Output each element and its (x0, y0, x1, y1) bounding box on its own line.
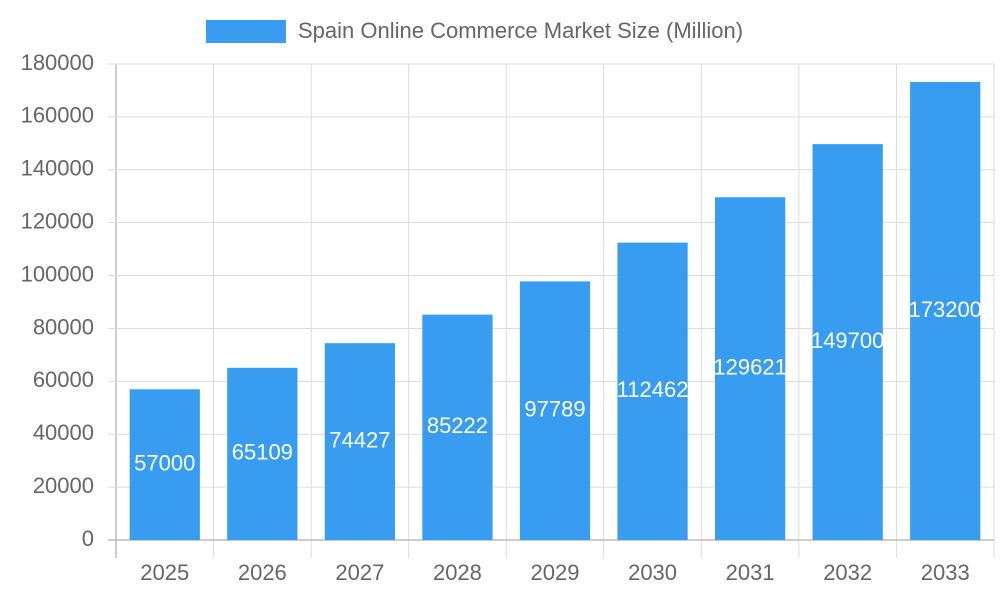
bar (714, 197, 786, 540)
x-tick-label: 2033 (921, 560, 970, 585)
bar (812, 144, 883, 541)
y-tick-label: 160000 (21, 103, 94, 128)
y-tick-label: 0 (82, 526, 94, 551)
bar (324, 343, 396, 540)
value-label: 149700 (811, 328, 884, 353)
y-tick-label: 20000 (33, 473, 94, 498)
x-tick-label: 2032 (823, 560, 872, 585)
value-label: 85222 (427, 413, 488, 438)
bar (519, 281, 591, 540)
value-label: 74427 (329, 427, 390, 452)
x-tick-label: 2026 (238, 560, 287, 585)
bar (129, 389, 200, 540)
value-label: 129621 (713, 354, 786, 379)
bar (227, 367, 298, 540)
value-label: 173200 (909, 297, 982, 322)
y-tick-label: 60000 (33, 367, 94, 392)
value-label: 57000 (134, 450, 195, 475)
legend-label: Spain Online Commerce Market Size (Milli… (298, 18, 743, 43)
x-tick-label: 2028 (433, 560, 482, 585)
y-tick-label: 80000 (33, 314, 94, 339)
x-tick-label: 2030 (628, 560, 677, 585)
x-tick-label: 2029 (531, 560, 580, 585)
value-label: 97789 (524, 397, 585, 422)
y-tick-label: 140000 (21, 156, 94, 181)
x-tick-label: 2025 (140, 560, 189, 585)
bar (422, 314, 493, 540)
bar (910, 81, 981, 540)
y-tick-label: 180000 (21, 50, 94, 75)
y-tick-label: 40000 (33, 420, 94, 445)
y-tick-label: 100000 (21, 261, 94, 286)
legend-swatch (206, 20, 286, 43)
value-label: 65109 (232, 440, 293, 465)
y-tick-label: 120000 (21, 208, 94, 233)
x-tick-label: 2031 (726, 560, 775, 585)
value-label: 112462 (617, 377, 689, 402)
x-tick-label: 2027 (335, 560, 384, 585)
bar (617, 242, 688, 540)
